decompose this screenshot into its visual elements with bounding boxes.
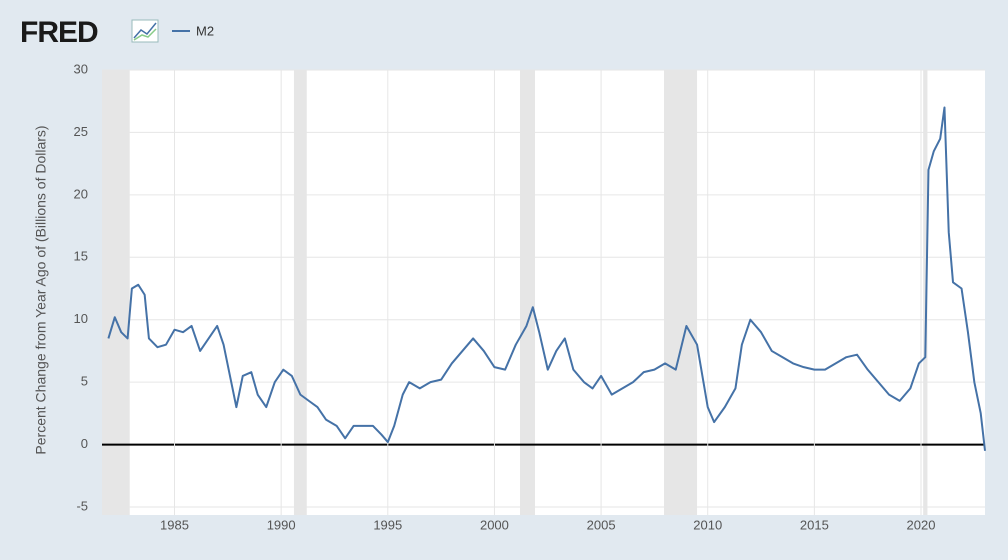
recession-band <box>664 70 698 515</box>
y-tick-label: 5 <box>81 374 88 389</box>
y-tick-label: 0 <box>81 436 88 451</box>
x-tick-label: 1995 <box>373 517 402 532</box>
y-tick-label: 25 <box>74 124 88 139</box>
y-tick-label: 15 <box>74 249 88 264</box>
x-tick-label: 1985 <box>160 517 189 532</box>
x-tick-label: 2020 <box>907 517 936 532</box>
y-tick-label: 10 <box>74 311 88 326</box>
x-tick-label: 2000 <box>480 517 509 532</box>
y-tick-label: 20 <box>74 186 88 201</box>
y-tick-label: -5 <box>76 498 88 513</box>
x-tick-label: 2005 <box>587 517 616 532</box>
recession-band <box>520 70 535 515</box>
y-axis-label: Percent Change from Year Ago of (Billion… <box>33 125 49 454</box>
legend-label: M2 <box>196 23 214 38</box>
logo-icon <box>131 19 159 43</box>
x-tick-label: 2015 <box>800 517 829 532</box>
recession-band <box>293 70 307 515</box>
recession-band <box>102 70 130 515</box>
logo: FRED <box>20 16 98 49</box>
recession-band <box>923 70 928 515</box>
line-series <box>107 106 986 451</box>
x-tick-label: 1990 <box>267 517 296 532</box>
y-tick-label: 30 <box>74 61 88 76</box>
x-tick-label: 2010 <box>693 517 722 532</box>
plot-area <box>102 70 985 515</box>
